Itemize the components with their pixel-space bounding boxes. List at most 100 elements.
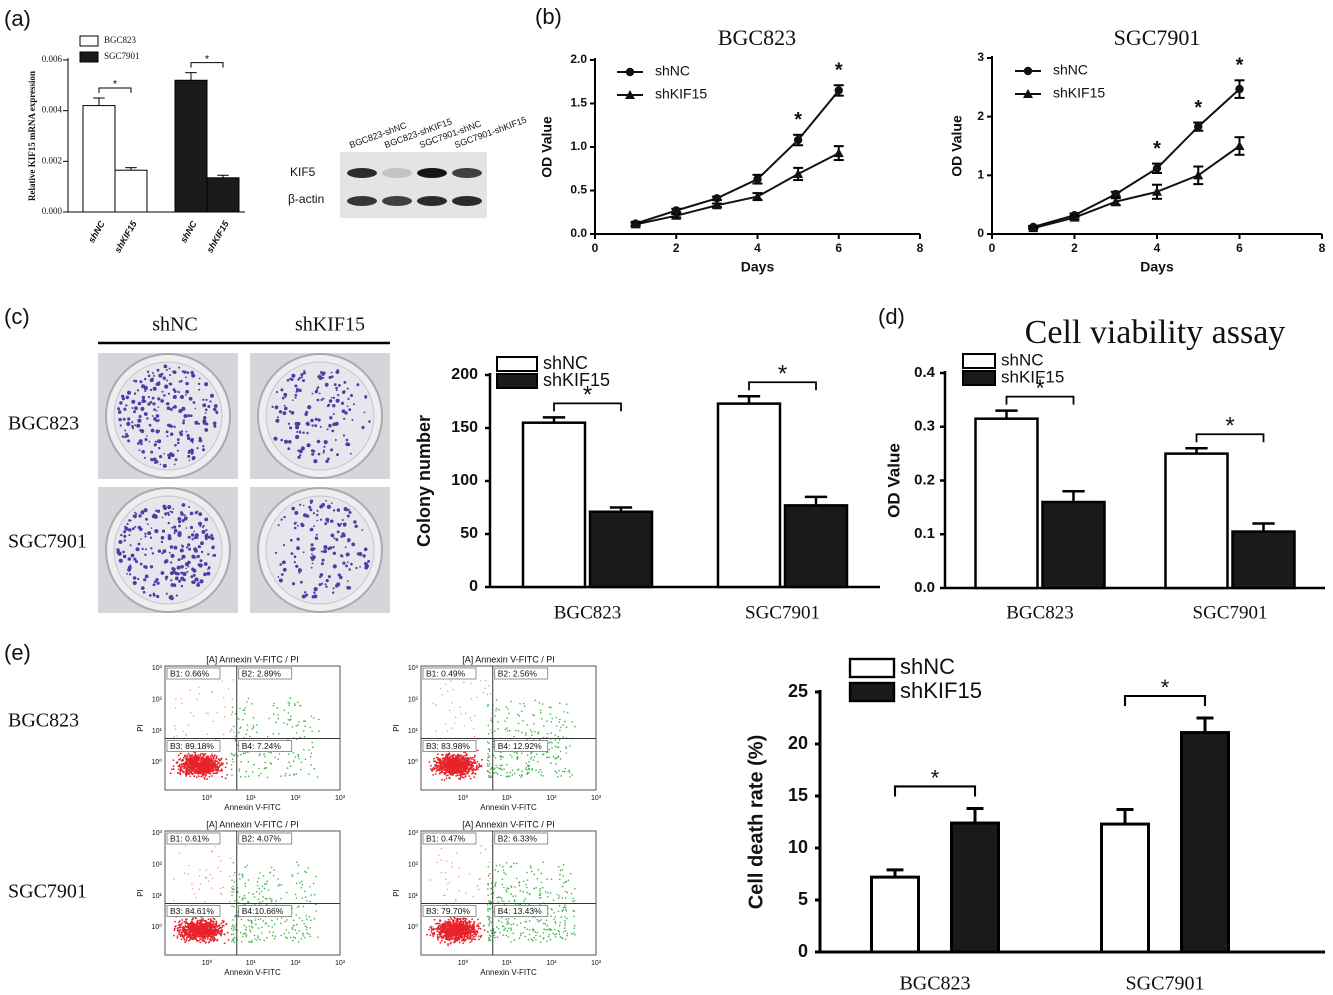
flow-dot	[448, 776, 450, 779]
flow-dot	[176, 935, 179, 938]
colony-dot	[341, 533, 346, 538]
flow-dot	[528, 760, 530, 763]
flow-dot	[184, 763, 187, 766]
flow-y-label: PI	[392, 724, 401, 732]
flow-dot	[208, 769, 211, 772]
flow-dot	[251, 728, 254, 730]
colony-dot	[207, 568, 209, 570]
colony-dot	[191, 456, 195, 461]
colony-dot	[171, 370, 174, 373]
colony-dot	[144, 390, 147, 393]
colony-dot	[116, 550, 121, 555]
flow-dot	[447, 768, 449, 770]
colony-dot	[118, 417, 122, 422]
colony-dot	[165, 402, 168, 405]
flow-dot	[209, 926, 212, 929]
flow-dot	[312, 882, 315, 885]
colony-dot	[177, 441, 180, 445]
flow-dot	[211, 932, 214, 934]
flow-dot	[224, 706, 226, 708]
colony-dot	[171, 526, 174, 529]
flow-dot	[471, 770, 474, 772]
flow-dot	[537, 760, 539, 763]
colony-dot	[153, 374, 155, 377]
colony-dot	[296, 537, 300, 541]
colony-dot	[322, 449, 326, 452]
colony-dot	[296, 430, 299, 433]
colony-dot	[168, 367, 171, 370]
flow-dot	[450, 727, 453, 729]
flow-dot	[238, 768, 241, 770]
colony-dot	[191, 580, 196, 585]
flow-dot	[174, 725, 176, 727]
flow-dot	[190, 754, 193, 757]
colony-dot	[117, 407, 121, 411]
flow-dot	[521, 770, 523, 772]
flow-dot	[172, 765, 175, 768]
colony-dot	[200, 541, 204, 546]
flow-dot	[192, 934, 195, 937]
colony-dot	[322, 451, 325, 454]
flow-dot	[550, 732, 552, 734]
flow-dot	[202, 755, 205, 757]
flow-dot	[456, 756, 458, 759]
flow-dot	[551, 747, 553, 749]
flow-dot	[475, 764, 478, 767]
flow-dot	[554, 745, 557, 748]
colony-dot	[211, 545, 215, 550]
colony-dot	[151, 415, 154, 417]
colony-dot	[149, 400, 153, 404]
colony-dot	[140, 442, 143, 446]
flow-dot	[468, 931, 471, 934]
flow-dot	[259, 938, 261, 941]
flow-dot	[300, 768, 302, 771]
colony-dot	[167, 505, 172, 510]
colony-dot	[125, 404, 128, 407]
flow-dot	[432, 702, 435, 705]
flow-dot	[264, 897, 267, 900]
colony-dot	[181, 406, 186, 411]
flow-dot	[231, 753, 234, 756]
colony-dot	[280, 438, 284, 442]
flow-dot	[184, 941, 187, 944]
flow-dot	[196, 926, 199, 928]
flow-dot	[232, 761, 234, 763]
flow-dot	[204, 760, 207, 763]
flow-dot	[293, 774, 296, 776]
flow-dot	[216, 930, 219, 933]
flow-dot	[479, 927, 482, 930]
colony-dot	[282, 411, 287, 416]
flow-dot	[230, 728, 233, 731]
colony-dot	[352, 403, 355, 406]
colony-dot	[351, 542, 356, 547]
flow-dot	[297, 724, 299, 726]
colony-dot	[292, 399, 294, 402]
flow-dot	[217, 758, 220, 761]
flow-dot	[207, 929, 210, 932]
colony-dot	[210, 536, 215, 541]
flow-dot	[446, 762, 448, 765]
colony-dot	[299, 503, 302, 506]
flow-y-tick-label: 10³	[408, 665, 419, 672]
colony-dot	[341, 409, 346, 414]
flow-dot	[221, 769, 224, 771]
flow-dot	[198, 771, 201, 774]
colony-dot	[345, 564, 348, 568]
flow-dot	[172, 768, 175, 770]
flow-dot	[444, 723, 447, 725]
colony-dot	[134, 406, 138, 411]
flow-dot	[517, 722, 520, 725]
colony-dot	[198, 377, 201, 380]
colony-dot	[205, 529, 208, 532]
flow-dot	[244, 752, 247, 754]
flow-dot	[208, 765, 211, 768]
colony-dot	[312, 449, 316, 453]
flow-dot	[187, 752, 190, 755]
flow-dot	[296, 906, 299, 909]
flow-dot	[565, 747, 568, 749]
flow-dot	[525, 767, 528, 769]
flow-dot	[246, 864, 249, 867]
flow-dot	[467, 757, 469, 759]
flow-x-tick-label: 10²	[290, 795, 301, 802]
flow-dot	[459, 774, 462, 777]
